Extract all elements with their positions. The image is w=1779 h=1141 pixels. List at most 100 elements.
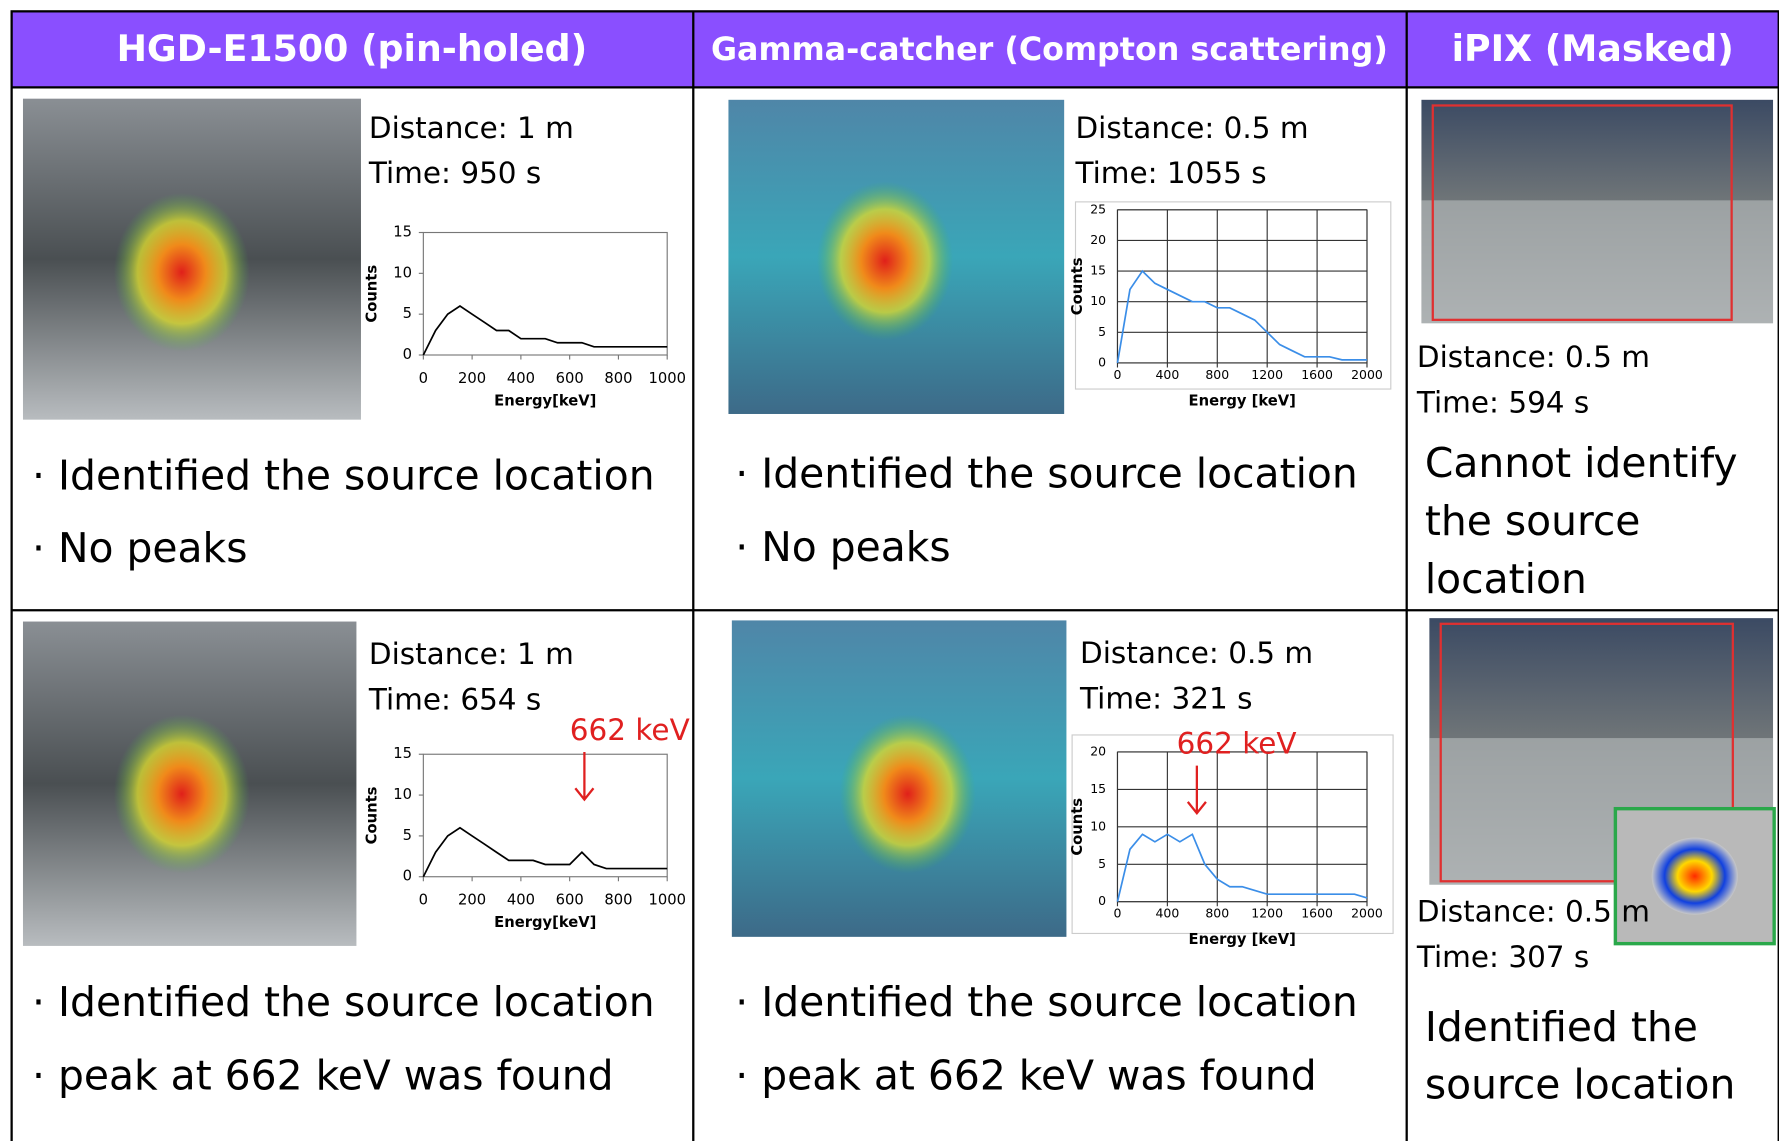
y-axis-label: Counts (1069, 257, 1086, 315)
x-tick-label: 600 (556, 370, 584, 387)
y-tick-label: 25 (1090, 201, 1106, 216)
x-tick-label: 200 (458, 892, 486, 909)
peak-label: 662 keV (1177, 727, 1297, 761)
x-axis-label: Energy[keV] (494, 914, 596, 931)
distance: Distance: 1 m (369, 637, 574, 671)
y-axis-label: Counts (363, 786, 380, 844)
note: Identified the (1425, 1003, 1698, 1051)
x-tick-label: 400 (507, 370, 535, 387)
y-axis-label: Counts (363, 265, 380, 323)
y-tick-label: 5 (403, 827, 412, 844)
page: Distance: 1 m Time: 950 s · Identified the… (0, 0, 1779, 1141)
time: Time: 654 s (368, 682, 541, 716)
x-tick-label: 1000 (648, 370, 686, 387)
cell: Distance: 1 m Time: 950 s · Identified the… (23, 99, 686, 573)
cell: Distance: 0.5 m Time: 1055 s · Identified … (728, 100, 1390, 571)
x-tick-label: 0 (419, 370, 428, 387)
note: · peak at 662 keV was found (735, 1052, 1316, 1100)
distance: Distance: 0.5 m (1417, 895, 1650, 929)
column-header: iPIX (Masked) (1452, 27, 1734, 70)
heat-map (840, 715, 976, 874)
note: · Identified the source location (32, 452, 655, 500)
y-tick-label: 5 (1098, 856, 1106, 871)
heat-map (817, 181, 953, 340)
note: · Identified the source location (32, 978, 655, 1026)
x-tick-label: 400 (1155, 906, 1179, 921)
cell: Distance: 0.5 m Time: 321 s · Identified t… (732, 620, 1393, 1099)
x-axis-label: Energy[keV] (494, 393, 596, 410)
column-header: HGD-E1500 (pin-holed) (117, 27, 588, 70)
note: · No peaks (32, 524, 247, 572)
y-tick-label: 10 (1090, 293, 1106, 308)
inset-heat (1652, 838, 1738, 915)
y-tick-label: 10 (393, 786, 412, 803)
distance: Distance: 0.5 m (1080, 636, 1313, 670)
x-axis-label: Energy [keV] (1189, 393, 1296, 410)
x-tick-label: 2000 (1351, 367, 1383, 382)
y-tick-label: 10 (1090, 818, 1106, 833)
cell: Distance: 1 m Time: 654 s · Identified the… (23, 622, 690, 1100)
x-tick-label: 0 (1114, 367, 1122, 382)
y-tick-label: 15 (393, 745, 412, 762)
x-tick-label: 1600 (1301, 367, 1333, 382)
x-tick-label: 800 (1205, 367, 1229, 382)
heat-map (114, 715, 250, 874)
time: Time: 307 s (1416, 940, 1589, 974)
heat-map (114, 193, 250, 352)
distance: Distance: 1 m (369, 111, 574, 145)
x-tick-label: 400 (507, 892, 535, 909)
slide: Distance: 1 m Time: 950 s · Identified the… (0, 0, 1779, 1141)
x-tick-label: 800 (1205, 906, 1229, 921)
table-top (1421, 200, 1773, 323)
x-tick-label: 1600 (1301, 906, 1333, 921)
x-tick-label: 2000 (1351, 906, 1383, 921)
cell: Distance: 0.5 m Time: 594 s Cannot identif… (1416, 100, 1773, 603)
note: source location (1425, 1061, 1736, 1109)
y-tick-label: 0 (403, 346, 412, 363)
y-tick-label: 15 (1090, 263, 1106, 278)
distance: Distance: 0.5 m (1417, 340, 1650, 374)
x-tick-label: 1200 (1251, 367, 1283, 382)
x-tick-label: 400 (1155, 367, 1179, 382)
x-tick-label: 800 (604, 370, 632, 387)
y-tick-label: 15 (393, 224, 412, 241)
y-tick-label: 0 (1098, 354, 1106, 369)
y-tick-label: 0 (1098, 893, 1106, 908)
note: · Identified the source location (735, 978, 1358, 1026)
x-tick-label: 0 (419, 892, 428, 909)
y-tick-label: 5 (403, 305, 412, 322)
note: the source (1425, 497, 1641, 545)
y-tick-label: 5 (1098, 324, 1106, 339)
note: Cannot identify (1425, 439, 1738, 487)
x-tick-label: 600 (556, 892, 584, 909)
y-tick-label: 10 (393, 264, 412, 281)
plot-area (423, 754, 667, 876)
y-tick-label: 20 (1090, 743, 1106, 758)
time: Time: 321 s (1079, 681, 1252, 715)
spectrum: 0 5 10 15 0 200 400 600 800 1000 Energy[keV] Counts (363, 224, 686, 410)
cell: Distance: 0.5 m Time: 307 s Identified the… (1416, 618, 1774, 1109)
y-tick-label: 0 (403, 868, 412, 885)
x-tick-label: 200 (458, 370, 486, 387)
time: Time: 950 s (368, 156, 541, 190)
distance: Distance: 0.5 m (1076, 111, 1309, 145)
note: · Identified the source location (735, 449, 1358, 497)
x-tick-label: 1200 (1251, 906, 1283, 921)
spectrum: 0 5 10 15 0 200 400 600 800 1000 Energy[keV] Counts… (363, 713, 689, 931)
time: Time: 1055 s (1075, 156, 1267, 190)
x-tick-label: 1000 (648, 892, 686, 909)
plot-area (423, 233, 667, 355)
peak-label: 662 keV (570, 713, 690, 747)
note: · No peaks (735, 523, 950, 571)
x-axis-label: Energy [keV] (1189, 931, 1296, 948)
x-tick-label: 0 (1114, 906, 1122, 921)
column-header: Gamma-catcher (Compton scattering) (711, 32, 1388, 68)
time: Time: 594 s (1416, 385, 1589, 419)
y-tick-label: 20 (1090, 232, 1106, 247)
note: location (1425, 555, 1587, 603)
x-tick-label: 800 (604, 892, 632, 909)
y-axis-label: Counts (1069, 798, 1086, 856)
y-tick-label: 15 (1090, 781, 1106, 796)
plot-area (1117, 210, 1367, 363)
note: · peak at 662 keV was found (32, 1052, 613, 1100)
